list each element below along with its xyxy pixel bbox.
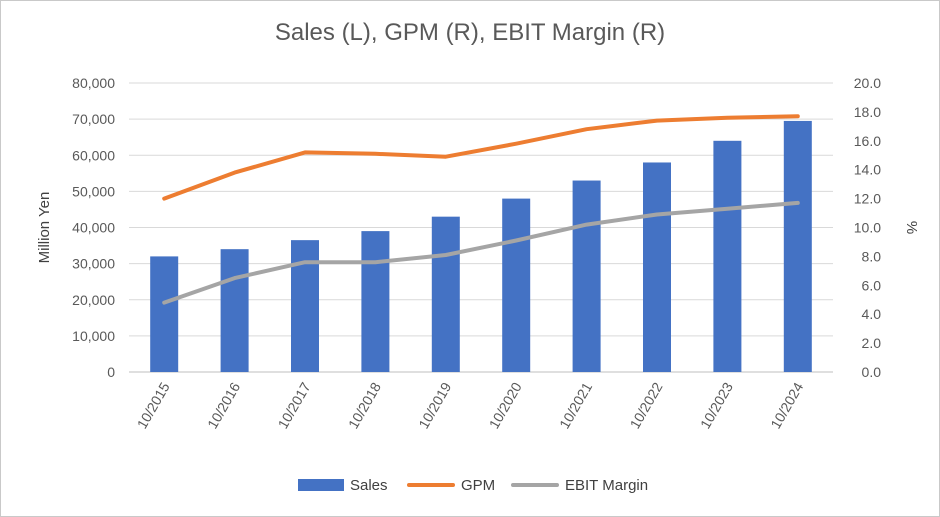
x-tick-label: 10/2021 bbox=[556, 379, 595, 431]
x-tick-label: 10/2024 bbox=[767, 379, 806, 431]
y-left-tick-label: 0 bbox=[107, 364, 115, 380]
sales-bar bbox=[220, 249, 249, 372]
legend-swatch-sales bbox=[298, 479, 344, 491]
y-right-tick-label: 6.0 bbox=[862, 277, 882, 293]
y-left-tick-label: 30,000 bbox=[72, 256, 115, 272]
sales-bar bbox=[643, 162, 671, 372]
y-right-tick-label: 2.0 bbox=[862, 335, 882, 351]
y-left-tick-label: 20,000 bbox=[72, 292, 115, 308]
y-right-axis-title: % bbox=[903, 221, 920, 234]
chart-title: Sales (L), GPM (R), EBIT Margin (R) bbox=[274, 19, 666, 46]
sales-bar bbox=[291, 240, 319, 372]
legend-label-sales: Sales bbox=[350, 477, 388, 494]
y-right-tick-label: 20.0 bbox=[854, 75, 881, 91]
x-tick-label: 10/2019 bbox=[415, 379, 454, 431]
legend-label-ebit-margin: EBIT Margin bbox=[565, 477, 648, 494]
y-left-tick-label: 60,000 bbox=[72, 147, 115, 163]
y-right-tick-label: 10.0 bbox=[854, 220, 881, 236]
y-left-tick-label: 80,000 bbox=[72, 75, 115, 91]
y-left-tick-label: 70,000 bbox=[72, 111, 115, 127]
sales-bar bbox=[502, 198, 531, 372]
y-left-tick-label: 10,000 bbox=[72, 328, 115, 344]
sales-bar bbox=[572, 180, 601, 372]
y-right-tick-label: 16.0 bbox=[854, 133, 881, 149]
ebit-margin-line bbox=[162, 200, 800, 305]
sales-bar bbox=[150, 256, 179, 372]
sales-bar bbox=[713, 140, 742, 372]
y-left-tick-label: 50,000 bbox=[72, 183, 115, 199]
x-tick-label: 10/2023 bbox=[697, 379, 736, 431]
y-right-tick-label: 0.0 bbox=[862, 364, 882, 380]
y-left-tick-label: 40,000 bbox=[72, 220, 115, 236]
x-tick-label: 10/2016 bbox=[204, 379, 243, 431]
x-tick-label: 10/2020 bbox=[486, 379, 525, 431]
y-right-tick-label: 4.0 bbox=[862, 306, 882, 322]
x-tick-label: 10/2015 bbox=[134, 379, 173, 431]
y-right-tick-label: 18.0 bbox=[854, 104, 881, 120]
y-left-axis-title: Million Yen bbox=[36, 192, 53, 264]
sales-bar bbox=[431, 216, 460, 372]
legend-label-gpm: GPM bbox=[461, 477, 495, 494]
sales-bar bbox=[783, 120, 812, 373]
gpm-line bbox=[162, 114, 800, 201]
x-tick-label: 10/2022 bbox=[626, 379, 665, 431]
x-tick-label: 10/2017 bbox=[274, 379, 313, 431]
y-right-tick-label: 12.0 bbox=[854, 191, 881, 207]
y-right-tick-label: 14.0 bbox=[854, 162, 881, 178]
sales-bar bbox=[361, 231, 390, 372]
x-tick-label: 10/2018 bbox=[345, 379, 384, 431]
y-right-tick-label: 8.0 bbox=[862, 248, 882, 264]
